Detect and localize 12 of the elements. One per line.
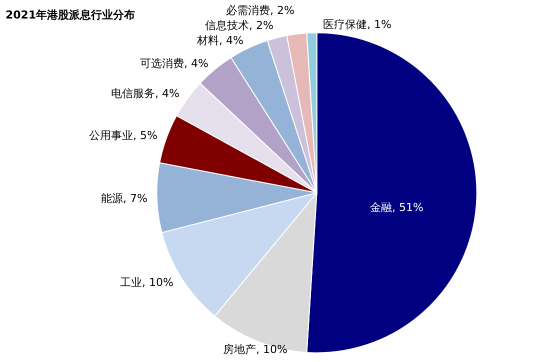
chart-title: 2021年港股派息行业分布 xyxy=(6,8,136,22)
slice-label: 房地产, 10% xyxy=(223,343,288,356)
slice-label: 可选消费, 4% xyxy=(140,57,208,70)
slice-label: 电信服务, 4% xyxy=(111,87,180,100)
slice-label: 工业, 10% xyxy=(120,276,174,289)
slice-label: 能源, 7% xyxy=(101,192,148,205)
slice-label: 公用事业, 5% xyxy=(89,129,158,142)
slice-label: 必需消费, 2% xyxy=(226,4,294,17)
slice-label: 金融, 51% xyxy=(370,201,424,214)
slice-label: 医疗保健, 1% xyxy=(323,18,392,31)
slice-label: 信息技术, 2% xyxy=(205,19,274,32)
slice-label: 材料, 4% xyxy=(196,34,244,47)
